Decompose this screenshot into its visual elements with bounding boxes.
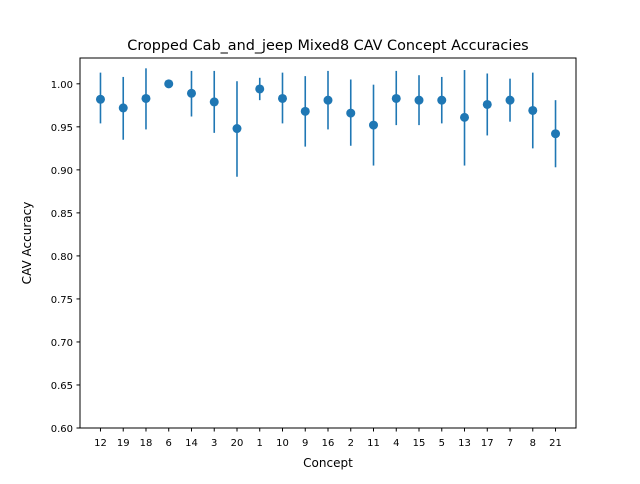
x-tick-label: 13 xyxy=(458,438,471,449)
y-tick-label: 0.80 xyxy=(51,252,73,263)
data-point-15 xyxy=(414,95,424,105)
x-tick-label: 5 xyxy=(439,438,445,449)
data-point-21 xyxy=(551,129,561,139)
data-point-3 xyxy=(209,97,219,107)
x-tick-label: 2 xyxy=(348,438,354,449)
x-tick-label: 19 xyxy=(117,438,130,449)
y-tick-label: 0.75 xyxy=(51,295,73,306)
data-point-2 xyxy=(346,108,356,118)
chart-title: Cropped Cab_and_jeep Mixed8 CAV Concept … xyxy=(127,38,528,54)
data-point-5 xyxy=(437,95,447,105)
data-point-9 xyxy=(300,106,310,116)
x-tick-label: 1 xyxy=(257,438,263,449)
x-tick-label: 9 xyxy=(302,438,308,449)
y-tick-label: 0.65 xyxy=(51,381,73,392)
y-tick-label: 1.00 xyxy=(51,80,73,91)
data-point-11 xyxy=(369,120,379,130)
data-point-13 xyxy=(460,112,470,122)
y-tick-label: 0.70 xyxy=(51,338,73,349)
data-point-12 xyxy=(95,94,105,104)
data-point-7 xyxy=(505,95,515,105)
x-tick-label: 21 xyxy=(549,438,562,449)
x-tick-label: 15 xyxy=(413,438,426,449)
x-tick-label: 18 xyxy=(140,438,153,449)
x-tick-label: 12 xyxy=(94,438,107,449)
data-point-19 xyxy=(118,103,128,113)
x-tick-label: 20 xyxy=(231,438,244,449)
data-point-4 xyxy=(391,93,401,103)
data-point-8 xyxy=(528,105,538,115)
data-point-16 xyxy=(323,95,333,105)
data-point-6 xyxy=(164,79,174,89)
data-point-18 xyxy=(141,93,151,103)
x-tick-label: 8 xyxy=(530,438,536,449)
x-tick-label: 11 xyxy=(367,438,380,449)
axes-frame xyxy=(79,57,577,429)
data-point-17 xyxy=(482,99,492,109)
y-tick-label: 0.60 xyxy=(51,424,73,435)
y-tick-label: 0.95 xyxy=(51,123,73,134)
x-tick-label: 7 xyxy=(507,438,513,449)
x-tick-label: 16 xyxy=(322,438,335,449)
x-tick-label: 17 xyxy=(481,438,494,449)
data-point-14 xyxy=(186,88,196,98)
data-point-1 xyxy=(255,84,265,94)
x-tick-label: 3 xyxy=(211,438,217,449)
x-tick-label: 6 xyxy=(166,438,172,449)
x-tick-label: 14 xyxy=(185,438,198,449)
y-tick-label: 0.90 xyxy=(51,166,73,177)
data-point-10 xyxy=(277,93,287,103)
data-point-20 xyxy=(232,124,242,134)
x-tick-label: 10 xyxy=(276,438,289,449)
y-tick-label: 0.85 xyxy=(51,209,73,220)
y-axis: 0.60 0.65 0.70 0.75 0.80 0.85 0.90 0.95 1.00 xyxy=(51,80,80,435)
x-axis: 12 19 18 6 14 3 20 1 10 9 16 2 11 4 15 5 13 17 7 8 21 xyxy=(94,428,562,449)
x-tick-label: 4 xyxy=(393,438,399,449)
data-points xyxy=(95,79,561,139)
x-axis-label: Concept xyxy=(303,456,353,470)
y-axis-label: CAV Accuracy xyxy=(20,202,34,285)
